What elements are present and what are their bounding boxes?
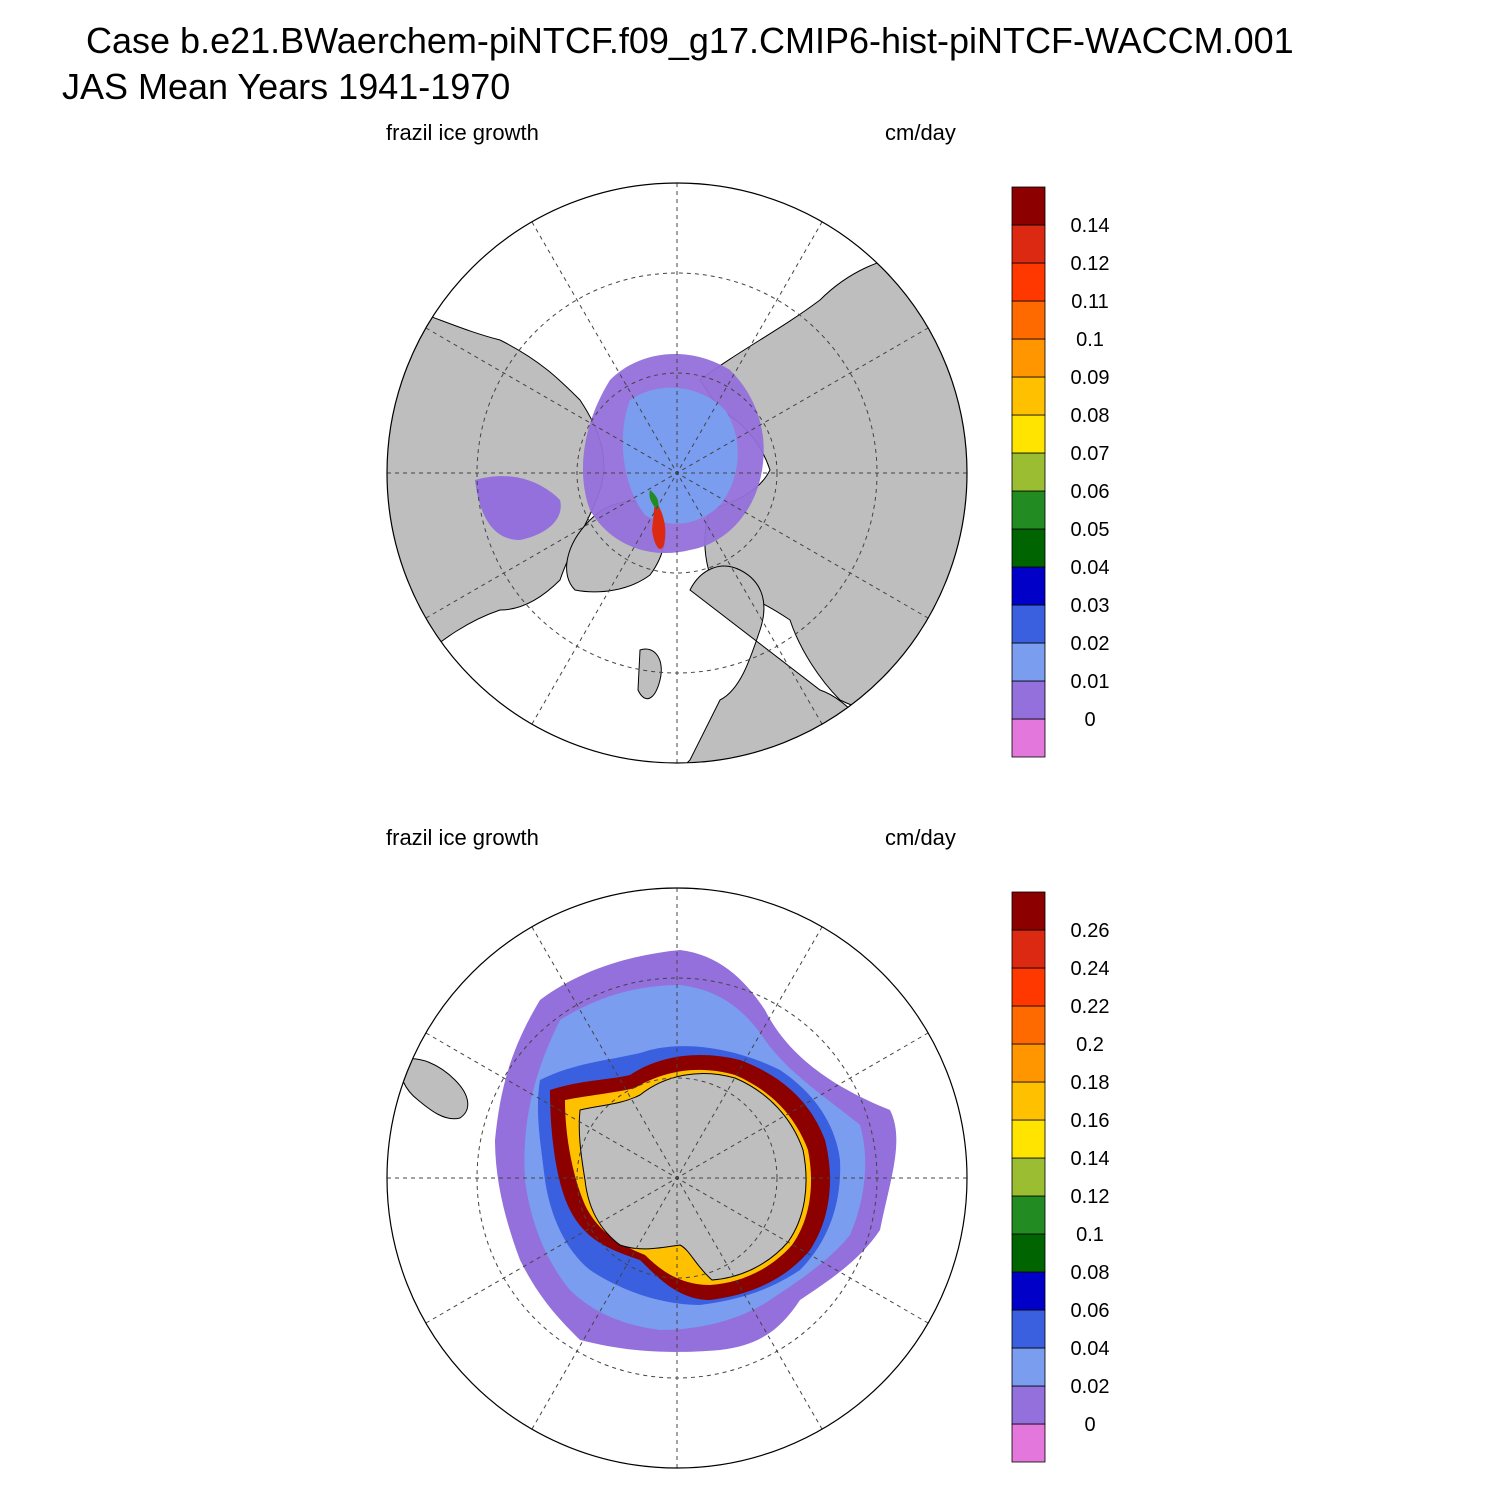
south-land — [399, 1058, 807, 1281]
north-graticule — [387, 183, 967, 763]
colorbar-swatch — [1011, 967, 1046, 1007]
colorbar-tick-label: 0.11 — [1071, 291, 1108, 313]
colorbar-swatch — [1011, 929, 1046, 969]
north-map-border — [386, 182, 968, 764]
figure-subtitle: JAS Mean Years 1941-1970 — [62, 66, 511, 107]
panel1-units-label: cm/day — [885, 120, 956, 145]
colorbar-swatch — [1011, 338, 1046, 378]
south-graticule — [387, 888, 967, 1468]
colorbar-swatch — [1011, 376, 1046, 416]
colorbar-swatch — [1011, 604, 1046, 644]
north-frazil-field — [475, 353, 764, 554]
colorbar-tick-label: 0.12 — [1071, 253, 1110, 275]
colorbar-tick-label: 0.1 — [1076, 1224, 1104, 1246]
north-polar-map — [386, 182, 968, 764]
north-colorbar: 0 0.01 0.02 0.03 0.04 0.05 0.06 0.07 0.08 0.09 0.1… — [1011, 186, 1110, 758]
colorbar-swatch — [1011, 1347, 1046, 1387]
colorbar-tick-label: 0.14 — [1071, 1148, 1110, 1170]
colorbar-swatch — [1011, 1385, 1046, 1425]
colorbar-tick-label: 0.01 — [1071, 671, 1110, 693]
colorbar-tick-label: 0.04 — [1071, 557, 1110, 579]
panel1-variable-label: frazil ice growth — [386, 120, 539, 145]
colorbar-tick-label: 0.08 — [1071, 405, 1110, 427]
colorbar-swatch — [1011, 414, 1046, 454]
colorbar-swatch — [1011, 1271, 1046, 1311]
colorbar-tick-label: 0.02 — [1071, 633, 1110, 655]
colorbar-swatch — [1011, 1423, 1046, 1463]
colorbar-swatch — [1011, 1081, 1046, 1121]
colorbar-swatch — [1011, 262, 1046, 302]
colorbar-tick-label: 0.2 — [1076, 1034, 1104, 1056]
colorbar-tick-label: 0.05 — [1071, 519, 1110, 541]
panel2-units-label: cm/day — [885, 825, 956, 850]
panel2-variable-label: frazil ice growth — [386, 825, 539, 850]
colorbar-swatch — [1011, 891, 1046, 931]
colorbar-tick-label: 0.02 — [1071, 1376, 1110, 1398]
colorbar-tick-label: 0.09 — [1071, 367, 1110, 389]
colorbar-swatch — [1011, 224, 1046, 264]
colorbar-swatch — [1011, 642, 1046, 682]
colorbar-tick-label: 0.18 — [1071, 1072, 1110, 1094]
colorbar-tick-label: 0.08 — [1071, 1262, 1110, 1284]
colorbar-tick-label: 0 — [1084, 1414, 1095, 1436]
colorbar-tick-label: 0.03 — [1071, 595, 1110, 617]
south-polar-map — [386, 887, 968, 1469]
colorbar-swatch — [1011, 186, 1046, 226]
colorbar-swatch — [1011, 490, 1046, 530]
colorbar-tick-label: 0 — [1084, 709, 1095, 731]
colorbar-swatch — [1011, 1309, 1046, 1349]
colorbar-tick-label: 0.24 — [1071, 958, 1110, 980]
colorbar-swatch — [1011, 1195, 1046, 1235]
colorbar-tick-label: 0.06 — [1071, 1300, 1110, 1322]
colorbar-swatch — [1011, 1043, 1046, 1083]
colorbar-swatch — [1011, 452, 1046, 492]
colorbar-swatch — [1011, 718, 1046, 758]
colorbar-tick-label: 0.12 — [1071, 1186, 1110, 1208]
south-map-border — [386, 887, 968, 1469]
south-colorbar: 0 0.02 0.04 0.06 0.08 0.1 0.12 0.14 0.16 0.18 0.2 0… — [1011, 891, 1110, 1463]
colorbar-tick-label: 0.22 — [1071, 996, 1110, 1018]
colorbar-tick-label: 0.07 — [1071, 443, 1110, 465]
colorbar-swatch — [1011, 566, 1046, 606]
colorbar-tick-label: 0.06 — [1071, 481, 1110, 503]
colorbar-swatch — [1011, 1157, 1046, 1197]
figure-title: Case b.e21.BWaerchem-piNTCF.f09_g17.CMIP… — [86, 20, 1294, 61]
colorbar-swatch — [1011, 1119, 1046, 1159]
colorbar-tick-label: 0.14 — [1071, 215, 1110, 237]
colorbar-tick-label: 0.04 — [1071, 1338, 1110, 1360]
colorbar-swatch — [1011, 528, 1046, 568]
colorbar-swatch — [1011, 300, 1046, 340]
colorbar-tick-label: 0.26 — [1071, 920, 1110, 942]
colorbar-swatch — [1011, 1005, 1046, 1045]
colorbar-swatch — [1011, 680, 1046, 720]
colorbar-tick-label: 0.1 — [1076, 329, 1104, 351]
colorbar-tick-label: 0.16 — [1071, 1110, 1110, 1132]
colorbar-swatch — [1011, 1233, 1046, 1273]
